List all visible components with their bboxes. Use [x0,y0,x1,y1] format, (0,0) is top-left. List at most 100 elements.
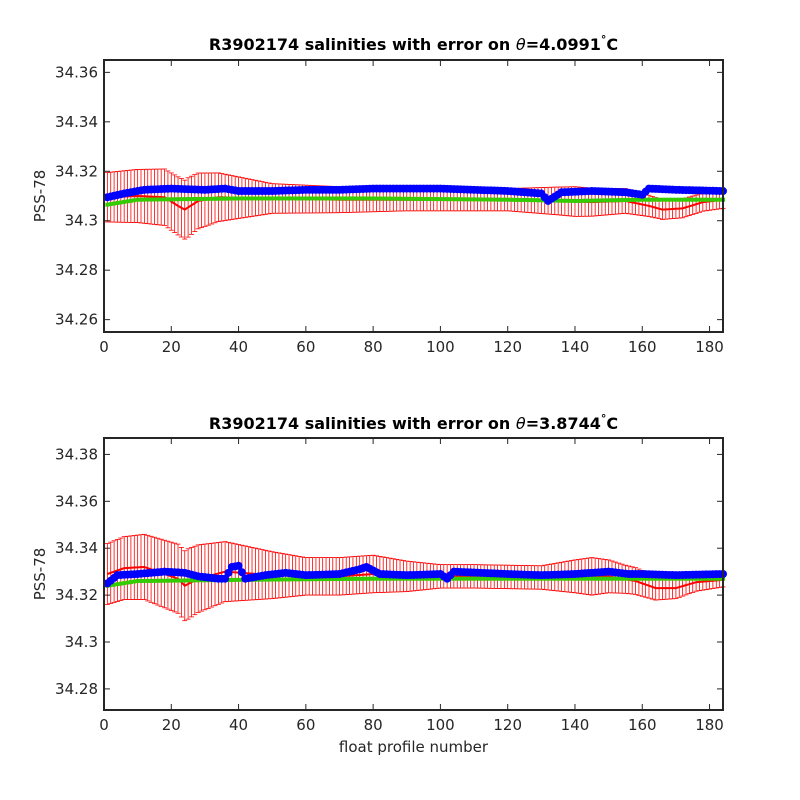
green-marker [233,196,238,201]
green-marker [229,577,234,582]
green-marker [620,576,625,581]
data-layer [103,168,727,240]
green-marker [112,201,117,206]
green-marker [142,578,147,583]
green-marker [495,197,500,202]
green-marker [562,576,567,581]
green-marker [347,576,352,581]
green-marker [152,197,157,202]
x-tick-label: 60 [296,716,315,734]
green-marker [451,576,456,581]
green-marker [653,576,658,581]
green-marker [714,197,719,202]
x-tick-label: 80 [364,716,383,734]
green-marker [599,576,604,581]
green-marker [498,576,503,581]
green-marker [381,576,386,581]
green-marker [694,197,699,202]
green-marker [145,578,150,583]
green-marker [613,576,618,581]
green-marker [135,579,140,584]
green-marker [435,197,440,202]
green-marker [488,197,493,202]
blue-markers [103,561,727,588]
green-marker [657,197,662,202]
green-marker [327,577,332,582]
green-marker [313,577,318,582]
green-marker [414,196,419,201]
green-marker [317,196,322,201]
green-marker [287,196,292,201]
green-marker [586,198,591,203]
green-marker [112,582,117,587]
green-marker [576,576,581,581]
green-marker [384,196,389,201]
green-marker [636,576,641,581]
green-marker [367,576,372,581]
green-marker [310,196,315,201]
y-tick-label: 34.3 [65,212,98,230]
green-marker [505,576,510,581]
green-marker [599,198,604,203]
green-marker [340,576,345,581]
green-marker [165,578,170,583]
green-marker [189,197,194,202]
green-marker [118,581,123,586]
green-marker [260,196,265,201]
y-tick-label: 34.36 [55,492,98,510]
title-degree: ° [601,33,607,46]
green-marker [128,580,133,585]
green-marker [525,198,530,203]
green-marker [472,197,477,202]
green-marker [377,576,382,581]
green-marker [515,576,520,581]
green-marker [381,196,386,201]
green-marker [677,197,682,202]
green-marker [179,197,184,202]
green-marker [374,196,379,201]
green-marker [182,578,187,583]
green-marker [502,197,507,202]
green-marker [401,196,406,201]
green-marker [697,576,702,581]
green-marker [509,197,514,202]
green-marker [179,578,184,583]
green-marker [273,577,278,582]
green-marker [132,198,137,203]
green-marker [290,577,295,582]
green-marker [451,197,456,202]
green-marker [559,198,564,203]
green-marker [125,199,130,204]
x-tick-label: 180 [695,716,724,734]
green-marker [280,196,285,201]
green-marker [320,577,325,582]
y-tick-label: 34.34 [55,113,98,131]
green-marker [609,198,614,203]
green-marker [512,197,517,202]
green-marker [428,576,433,581]
green-marker [337,196,342,201]
green-marker [219,196,224,201]
green-marker [428,196,433,201]
green-marker [495,576,500,581]
green-marker [152,578,157,583]
green-marker [522,576,527,581]
y-tick-label: 34.32 [55,586,98,604]
green-marker [465,197,470,202]
green-marker [418,196,423,201]
x-tick-label: 140 [561,716,590,734]
green-marker [475,197,480,202]
x-tick-label: 160 [628,338,657,356]
green-marker [441,197,446,202]
green-marker [616,198,621,203]
green-marker [519,576,524,581]
green-marker [633,576,638,581]
green-marker [707,576,712,581]
green-marker [337,576,342,581]
green-marker [468,576,473,581]
title-value: =4.0991 [526,35,601,54]
green-marker [657,576,662,581]
y-axis-label: PSS-78 [31,170,49,223]
y-tick-label: 34.36 [55,63,98,81]
green-marker [371,576,376,581]
